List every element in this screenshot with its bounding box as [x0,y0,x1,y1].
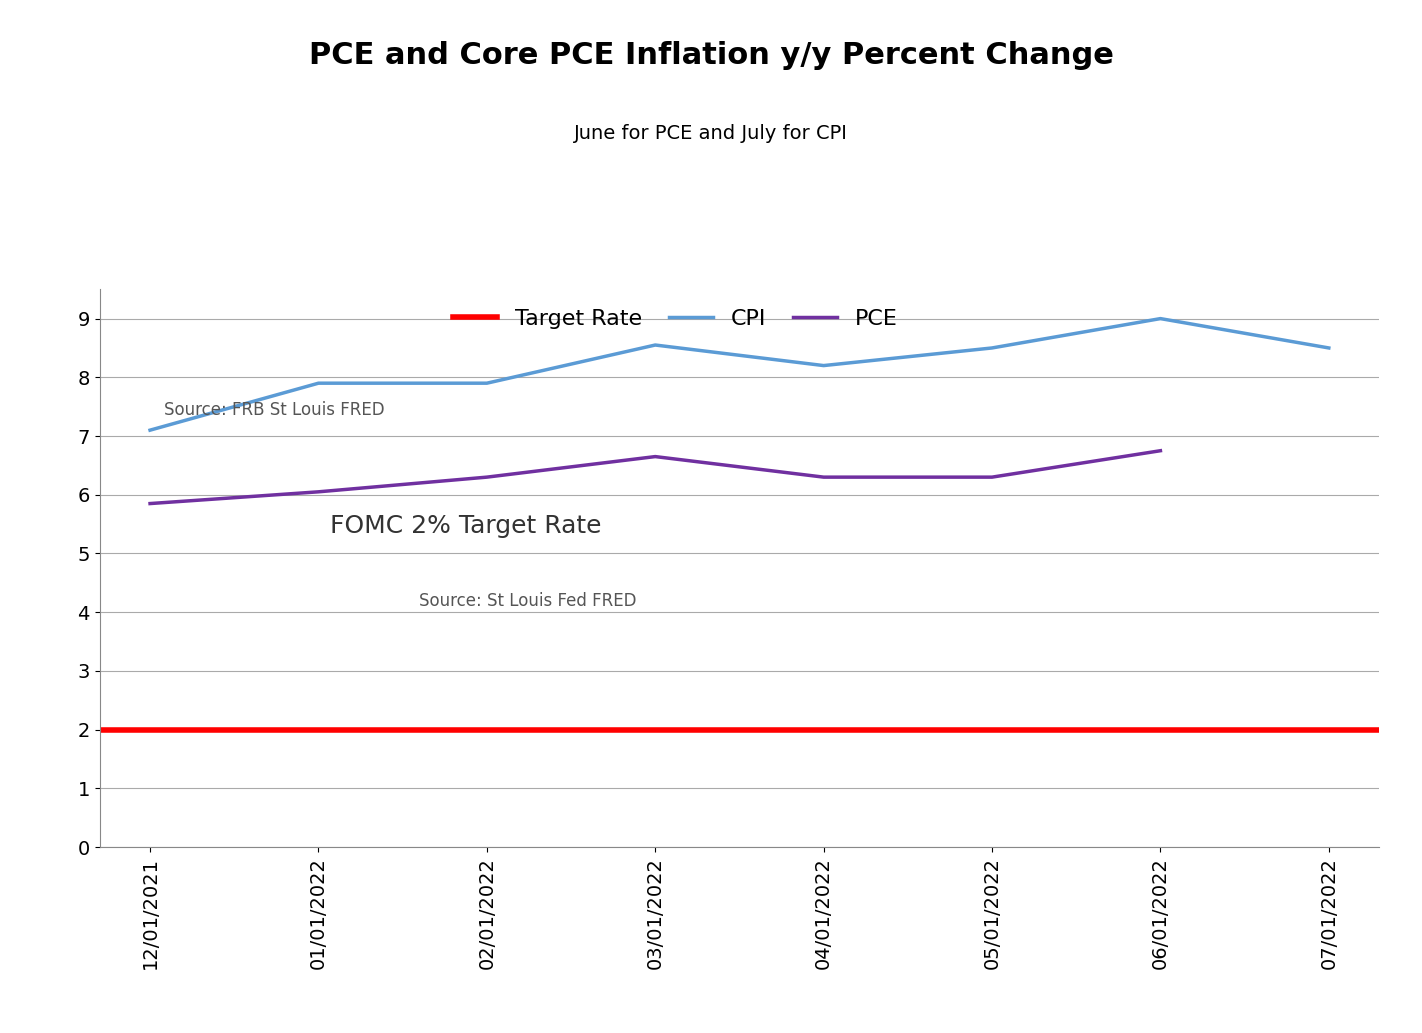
Line: PCE: PCE [151,450,1160,503]
PCE [647,450,664,463]
Text: Source: St Louis Fed FRED: Source: St Louis Fed FRED [419,592,637,611]
Target Rate [142,723,159,735]
PCE [984,471,1001,483]
CPI [647,339,664,351]
Text: Source: FRB St Louis FRED: Source: FRB St Louis FRED [164,402,384,419]
PCE [142,497,159,509]
Text: FOMC 2% Target Rate: FOMC 2% Target Rate [330,514,602,538]
Line: CPI: CPI [151,318,1328,430]
Text: PCE and Core PCE Inflation y/y Percent Change: PCE and Core PCE Inflation y/y Percent C… [309,41,1113,70]
CPI [142,424,159,436]
Target Rate [310,723,327,735]
Text: June for PCE and July for CPI: June for PCE and July for CPI [574,124,848,143]
PCE [815,471,832,483]
CPI [478,377,495,389]
CPI [815,359,832,372]
CPI [1320,342,1337,354]
PCE [1152,444,1169,457]
PCE [310,486,327,498]
CPI [984,342,1001,354]
Legend: Target Rate, CPI, PCE: Target Rate, CPI, PCE [444,301,907,338]
CPI [1152,312,1169,324]
PCE [478,471,495,483]
CPI [310,377,327,389]
